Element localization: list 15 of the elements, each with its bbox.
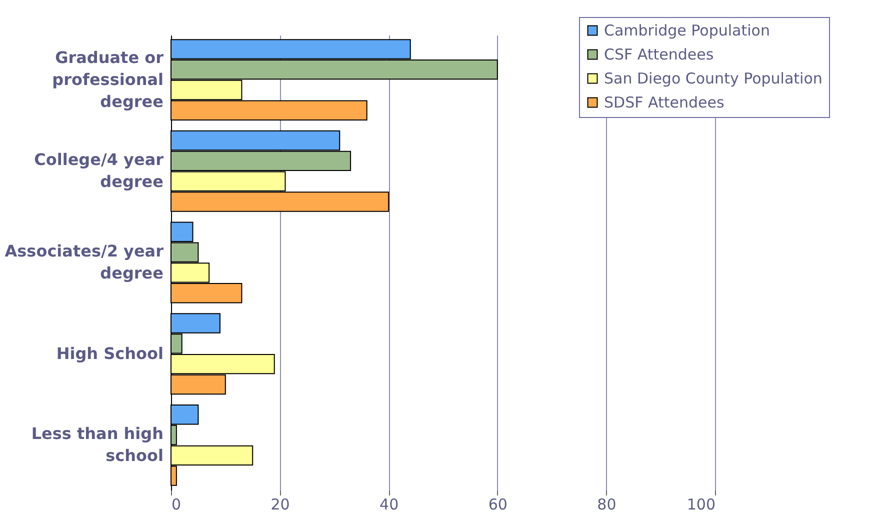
- x-tick-label: 100: [686, 496, 716, 514]
- y-tick-label: Associates/2 year degree: [4, 242, 164, 282]
- x-tick-label: 40: [380, 496, 399, 514]
- y-tick-label: Less than high school: [31, 424, 164, 466]
- x-tick-label: 60: [488, 496, 508, 514]
- y-tick-label: High School: [56, 344, 164, 363]
- x-tick-label: 20: [270, 496, 290, 514]
- legend-label: San Diego County Population: [604, 70, 822, 88]
- legend-label: Cambridge Population: [604, 22, 770, 40]
- y-tick-label: Graduate or professional degree: [52, 48, 164, 111]
- legend-label: CSF Attendees: [604, 46, 714, 64]
- legend-label: SDSF Attendees: [604, 94, 724, 112]
- x-tick-label: 0: [172, 496, 182, 514]
- y-tick-label: College/4 year degree: [34, 150, 164, 192]
- x-tick-label: 80: [597, 496, 616, 514]
